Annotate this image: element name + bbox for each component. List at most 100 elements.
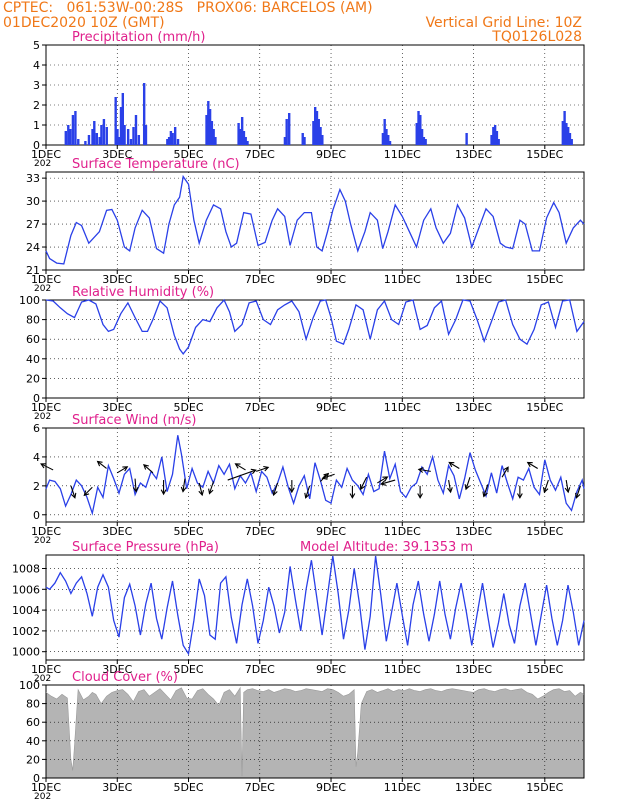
panel-6-xtick-label: 5DEC [173, 781, 203, 794]
panel-4-wind-arrow-head [180, 486, 187, 493]
panel-3-xtick-label: 13DEC [455, 401, 492, 414]
panel-4-wind-arrow-head [464, 484, 470, 491]
panel-5-year-label: 202 [34, 674, 51, 684]
panel-4-ytick-label: 2 [33, 480, 40, 493]
panel-3-ytick-label: 20 [26, 372, 40, 385]
panel-4-xtick-label: 7DEC [245, 525, 275, 538]
panel-3-ytick-label: 40 [26, 353, 40, 366]
panel-4-xtick-label: 3DEC [102, 525, 132, 538]
panel-4-wind-arrow-head [503, 466, 509, 473]
panel-2-ytick-label: 33 [26, 172, 40, 185]
panel-1-precip-bar [303, 137, 306, 145]
panel-1-precip-bar [301, 133, 304, 145]
panel-6-ytick-label: 0 [33, 772, 40, 785]
panel-1-precip-bar [283, 137, 287, 145]
panel-4-wind-arrow-head [526, 461, 533, 468]
panel-1-precip-bar [105, 127, 108, 145]
panel-4-xtick-label: 13DEC [455, 525, 492, 538]
panel-1-precip-bar [237, 123, 240, 145]
run-date: 01DEC2020 10Z (GMT) [3, 15, 165, 31]
panel-4-wind-arrow-head [517, 493, 523, 499]
panel-1-precip-bar [385, 129, 388, 145]
panel-1-precip-bar [169, 131, 173, 145]
panel-1-precip-bar [166, 139, 169, 145]
panel-4-wind-arrow-head [380, 480, 387, 486]
panel-4-wind-arrow-head [143, 464, 149, 470]
panel-1-precip-bar [493, 125, 497, 145]
panel-6-xtick-label: 7DEC [245, 781, 275, 794]
panel-4-wind-arrow [70, 485, 76, 499]
panel-1-precip-bar [424, 139, 427, 145]
panel-1-precip-bar [116, 129, 119, 145]
panel-1-year-label: 202 [34, 159, 51, 169]
panel-4-wind-arrow-head [321, 474, 328, 480]
panel-4-wind-arrow [198, 482, 203, 496]
panel-5-note: Model Altitude: 39.1353 m [300, 540, 473, 555]
panel-6-ytick-label: 40 [26, 735, 40, 748]
panel-4-wind-arrow-head [40, 463, 47, 469]
panel-6-title: Cloud Cover (%) [72, 670, 178, 685]
panel-5-xtick-label: 13DEC [455, 663, 492, 676]
panel-3-xtick-label: 15DEC [526, 401, 563, 414]
panel-5-series-line [45, 555, 585, 656]
panel-4-wind-arrow-head [70, 492, 77, 499]
station-info: CPTEC: 061:53W-00:28S PROX06: BARCELOS (… [3, 0, 373, 16]
run-code: TQ0126L028 [492, 29, 582, 45]
panel-1-xtick-label: 15DEC [526, 148, 563, 161]
panel-1-precip-bar [123, 125, 126, 145]
panel-4-wind-arrow-head [575, 492, 581, 499]
panel-4-wind-arrow-head [263, 465, 270, 472]
panel-1-precip-bar [419, 115, 422, 145]
panel-6-xtick-label: 1DEC [31, 781, 61, 794]
panel-1-precip-bar [98, 137, 101, 145]
panel-4-xtick-label: 15DEC [526, 525, 563, 538]
panel-1-precip-bar [570, 139, 573, 145]
panel-4-frame [45, 427, 585, 523]
panel-4-wind-arrow [97, 461, 107, 469]
panel-1-precip-bar [417, 111, 420, 145]
panel-3-frame [45, 299, 585, 399]
panel-3-xtick-label: 9DEC [316, 401, 346, 414]
panel-1-precip-bar [381, 133, 385, 145]
panel-2-xtick-label: 15DEC [526, 273, 563, 286]
panel-1-precip-bar [244, 137, 247, 145]
panel-4-wind-arrow [134, 478, 137, 492]
panel-6-xtick-label: 9DEC [316, 781, 346, 794]
panel-1-precip-bar [214, 137, 217, 145]
panel-1-xtick-label: 9DEC [316, 148, 346, 161]
panel-3-xtick-label: 7DEC [245, 401, 275, 414]
panel-4-wind-arrow [565, 479, 569, 493]
panel-4-wind-arrow-head [382, 476, 389, 482]
panel-1-ytick-label: 5 [33, 39, 40, 52]
panel-4-wind-arrow [182, 478, 186, 492]
panel-4-xtick-label: 1DEC [31, 525, 61, 538]
vertical-grid-note: Vertical Grid Line: 10Z [425, 15, 582, 31]
panel-1-ytick-label: 4 [33, 59, 40, 72]
panel-4-wind-arrow [449, 462, 460, 469]
panel-4-wind-arrow-head [208, 488, 214, 495]
panel-5-ytick-label: 1008 [12, 563, 40, 576]
panel-1-precip-bar [137, 135, 141, 145]
panel-1-title: Precipitation (mm/h) [72, 30, 205, 45]
panel-2-title: Surface Temperature (nC) [72, 157, 240, 172]
panel-5-ytick-label: 1006 [12, 583, 40, 596]
panel-1-precip-bar [142, 83, 146, 145]
panel-6-xtick-label: 3DEC [102, 781, 132, 794]
panel-6-cloud-area [46, 687, 584, 778]
panel-1-precip-bar [492, 127, 495, 145]
panel-6-cloud-edge [45, 686, 585, 777]
page-header: CPTEC: 061:53W-00:28S PROX06: BARCELOS (… [0, 0, 618, 48]
panel-1-precip-bar [465, 133, 468, 145]
panel-1-precip-bar [134, 115, 138, 145]
panel-4-wind-arrow [227, 469, 256, 481]
panel-4-wind-arrow-head [542, 487, 549, 494]
panel-4-wind-arrow-head [564, 487, 571, 494]
panel-1-precip-bar [144, 125, 148, 145]
panel-1-precip-bar [167, 137, 171, 145]
panel-3-xtick-label: 3DEC [102, 401, 132, 414]
panel-4-wind-arrow [527, 462, 538, 469]
panel-1-precip-bar [565, 123, 568, 145]
panel-4-wind-arrow [322, 473, 335, 479]
panel-1-precip-bar [387, 135, 390, 145]
